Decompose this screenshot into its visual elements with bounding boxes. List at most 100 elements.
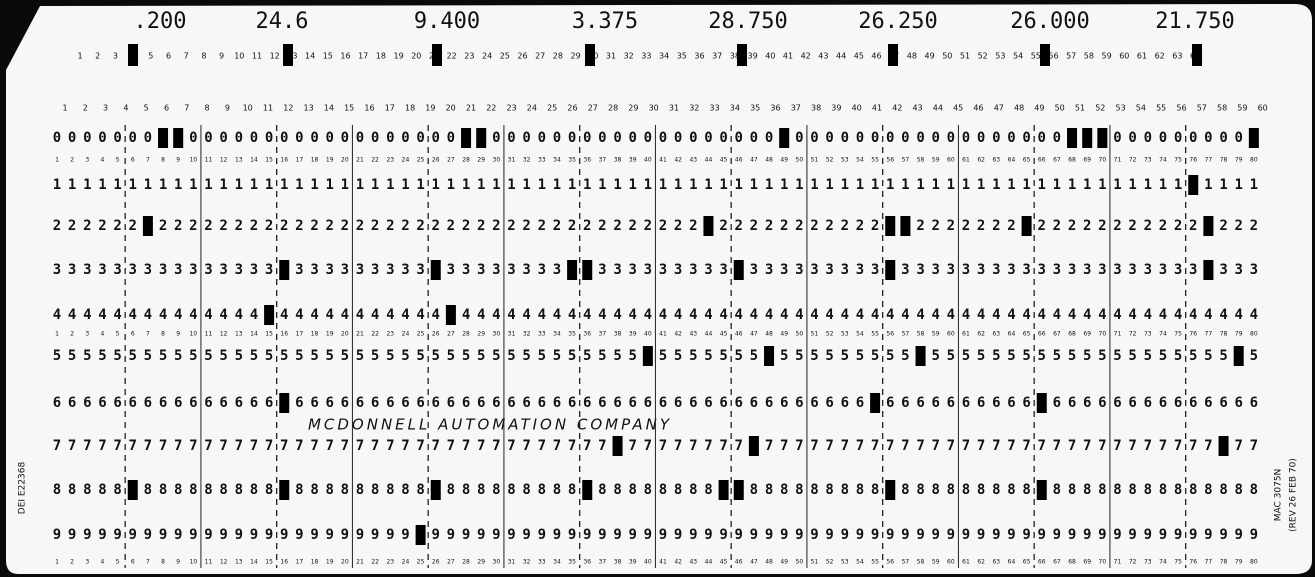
top-punch bbox=[1040, 44, 1050, 66]
column-number: 30 bbox=[493, 157, 501, 164]
row-digit: 9 bbox=[1022, 527, 1030, 543]
row-digit: 2 bbox=[507, 218, 515, 234]
row-digit: 1 bbox=[280, 177, 288, 193]
row-digit: 3 bbox=[219, 262, 227, 278]
row-digit: 3 bbox=[1174, 262, 1182, 278]
column-number: 31 bbox=[508, 331, 516, 338]
header-number: 58 bbox=[1217, 104, 1227, 113]
column-number: 78 bbox=[1220, 331, 1228, 338]
row-digit: 9 bbox=[1189, 527, 1197, 543]
top-strip-number: 16 bbox=[340, 52, 350, 61]
row-digit: 9 bbox=[1113, 527, 1121, 543]
top-strip-number: 25 bbox=[500, 52, 510, 61]
row-digit: 8 bbox=[1053, 482, 1061, 498]
row-digit: 3 bbox=[53, 262, 61, 278]
row-digit: 5 bbox=[235, 348, 243, 364]
header-number: 25 bbox=[547, 104, 557, 113]
row-digit: 3 bbox=[841, 262, 849, 278]
row-digit: 1 bbox=[144, 177, 152, 193]
row-digit: 6 bbox=[174, 395, 182, 411]
row-digit: 0 bbox=[841, 130, 849, 146]
row-digit: 0 bbox=[68, 130, 76, 146]
row-digit: 1 bbox=[613, 177, 621, 193]
header-number: 49 bbox=[1034, 104, 1044, 113]
row-digit: 8 bbox=[1022, 482, 1030, 498]
row-digit: 8 bbox=[1007, 482, 1015, 498]
row-digit: 6 bbox=[780, 395, 788, 411]
top-strip-number: 15 bbox=[323, 52, 333, 61]
row-digit: 7 bbox=[310, 438, 318, 454]
column-number: 11 bbox=[205, 559, 213, 566]
column-number: 2 bbox=[70, 559, 74, 566]
header-number: 57 bbox=[1197, 104, 1207, 113]
row-digit: 5 bbox=[810, 348, 818, 364]
row-digit: 6 bbox=[628, 395, 636, 411]
row-digit: 2 bbox=[1128, 218, 1136, 234]
row-digit: 1 bbox=[628, 177, 636, 193]
row-digit: 8 bbox=[674, 482, 682, 498]
row-digit: 6 bbox=[416, 395, 424, 411]
top-strip-number: 60 bbox=[1119, 52, 1129, 61]
column-number: 45 bbox=[720, 331, 728, 338]
column-number: 1 bbox=[55, 559, 59, 566]
row-digit: 3 bbox=[144, 262, 152, 278]
row-digit: 0 bbox=[1113, 130, 1121, 146]
row-digit: 1 bbox=[765, 177, 773, 193]
row-digit: 8 bbox=[386, 482, 394, 498]
row-digit: 7 bbox=[68, 438, 76, 454]
row-digit: 0 bbox=[1219, 130, 1227, 146]
column-number: 19 bbox=[326, 559, 334, 566]
column-number: 65 bbox=[1023, 331, 1031, 338]
row-digit: 5 bbox=[1022, 348, 1030, 364]
row-digit: 8 bbox=[1204, 482, 1212, 498]
row-digit: 9 bbox=[401, 527, 409, 543]
column-number: 8 bbox=[161, 559, 165, 566]
column-number: 66 bbox=[1038, 559, 1046, 566]
row-digit: 8 bbox=[447, 482, 455, 498]
row-digit: 4 bbox=[901, 307, 909, 323]
column-number: 48 bbox=[765, 331, 773, 338]
row-digit: 4 bbox=[992, 307, 1000, 323]
column-number: 20 bbox=[341, 331, 349, 338]
top-strip-number: 55 bbox=[1031, 52, 1041, 61]
row-digit: 7 bbox=[250, 438, 258, 454]
row-digit: 1 bbox=[750, 177, 758, 193]
header-number: 34 bbox=[730, 104, 740, 113]
row-digit: 9 bbox=[886, 527, 894, 543]
row-digit: 3 bbox=[447, 262, 455, 278]
row-digit: 2 bbox=[1144, 218, 1152, 234]
column-number: 73 bbox=[1144, 331, 1152, 338]
row-digit: 2 bbox=[795, 218, 803, 234]
row-digit: 9 bbox=[841, 527, 849, 543]
header-number: 16 bbox=[364, 104, 374, 113]
row-digit: 9 bbox=[325, 527, 333, 543]
column-number: 16 bbox=[280, 559, 288, 566]
row-digit: 7 bbox=[280, 438, 288, 454]
column-number: 3 bbox=[85, 331, 89, 338]
row-digit: 6 bbox=[856, 395, 864, 411]
row-digit: 5 bbox=[1007, 348, 1015, 364]
row-digit: 7 bbox=[962, 438, 970, 454]
row-digit: 4 bbox=[507, 307, 515, 323]
row-digit: 7 bbox=[492, 438, 500, 454]
row-digit: 4 bbox=[416, 307, 424, 323]
row-digit: 7 bbox=[644, 438, 652, 454]
row-digit: 3 bbox=[795, 262, 803, 278]
column-number: 3 bbox=[85, 157, 89, 164]
column-number: 25 bbox=[417, 559, 425, 566]
row-digit: 3 bbox=[83, 262, 91, 278]
column-number: 70 bbox=[1099, 331, 1107, 338]
column-number: 29 bbox=[477, 331, 485, 338]
column-number: 5 bbox=[116, 331, 120, 338]
row-digit: 0 bbox=[674, 130, 682, 146]
punch-hole bbox=[915, 346, 926, 366]
row-digit: 6 bbox=[553, 395, 561, 411]
row-digit: 0 bbox=[871, 130, 879, 146]
column-number: 64 bbox=[1008, 559, 1016, 566]
row-digit: 4 bbox=[98, 307, 106, 323]
punch-hole bbox=[430, 480, 441, 500]
row-digit: 6 bbox=[432, 395, 440, 411]
column-number: 35 bbox=[568, 331, 576, 338]
header-number: 31 bbox=[669, 104, 679, 113]
